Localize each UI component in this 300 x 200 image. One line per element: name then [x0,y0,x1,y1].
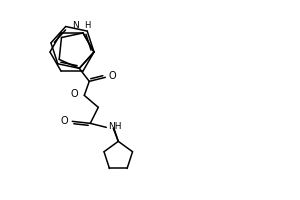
Text: O: O [108,71,116,81]
Text: H: H [84,21,90,30]
Text: NH: NH [108,122,122,131]
Text: O: O [71,89,78,99]
Text: O: O [61,116,68,126]
Text: N: N [72,21,79,30]
